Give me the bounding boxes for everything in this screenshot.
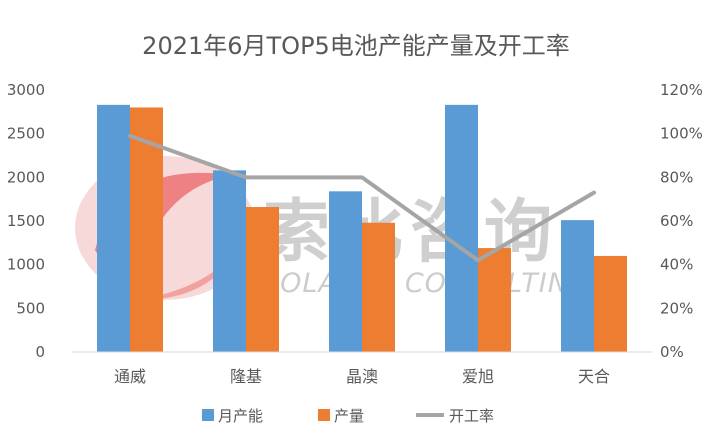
legend-label: 开工率 (449, 407, 494, 425)
bars-layer (97, 104, 627, 352)
category-label: 隆基 (230, 367, 262, 386)
bar-capacity-2 (329, 191, 362, 352)
right-tick-label: 120% (660, 81, 703, 99)
bar-capacity-3 (445, 104, 478, 352)
left-axis-ticks: 0 500 1000 1500 2000 2500 3000 (7, 81, 45, 361)
right-tick-label: 100% (660, 125, 703, 143)
bar-output-0 (130, 107, 163, 352)
left-tick-label: 0 (35, 343, 45, 361)
left-tick-label: 2500 (7, 125, 45, 143)
legend-label: 产量 (334, 407, 364, 425)
bar-capacity-1 (213, 170, 246, 352)
legend-swatch (202, 409, 214, 421)
left-tick-label: 500 (16, 299, 45, 317)
chart-title: 2021年6月TOP5电池产能产量及开工率 (142, 32, 570, 60)
category-label: 天合 (578, 367, 610, 386)
category-label: 通威 (114, 367, 146, 386)
bar-output-4 (594, 255, 627, 352)
bar-output-2 (362, 222, 395, 352)
legend-swatch (318, 409, 330, 421)
right-axis-ticks: 0% 20% 40% 60% 80% 100% 120% (660, 81, 703, 361)
legend-item-2: 开工率 (416, 407, 494, 425)
category-label: 爱旭 (462, 367, 494, 386)
category-label: 晶澳 (346, 367, 378, 386)
right-tick-label: 0% (660, 343, 684, 361)
watermark-cn: 索比咨询 (262, 193, 558, 272)
left-tick-label: 1000 (7, 256, 45, 274)
bar-capacity-0 (97, 104, 130, 352)
left-tick-label: 3000 (7, 81, 45, 99)
bar-output-3 (478, 248, 511, 352)
left-tick-label: 1500 (7, 212, 45, 230)
line-layer (128, 133, 596, 263)
category-labels: 通威 隆基 晶澳 爱旭 天合 (114, 367, 610, 386)
bar-capacity-4 (561, 220, 594, 352)
right-tick-label: 60% (660, 212, 693, 230)
legend: 月产能 产量 开工率 (202, 407, 494, 425)
bar-output-1 (246, 207, 279, 352)
legend-item-1: 产量 (318, 407, 364, 425)
left-tick-label: 2000 (7, 168, 45, 186)
right-tick-label: 80% (660, 168, 693, 186)
legend-label: 月产能 (218, 407, 263, 425)
right-tick-label: 40% (660, 256, 693, 274)
right-tick-label: 20% (660, 299, 693, 317)
watermark-en: SOLARBE CONSULTING (262, 268, 591, 299)
legend-item-0: 月产能 (202, 407, 263, 425)
